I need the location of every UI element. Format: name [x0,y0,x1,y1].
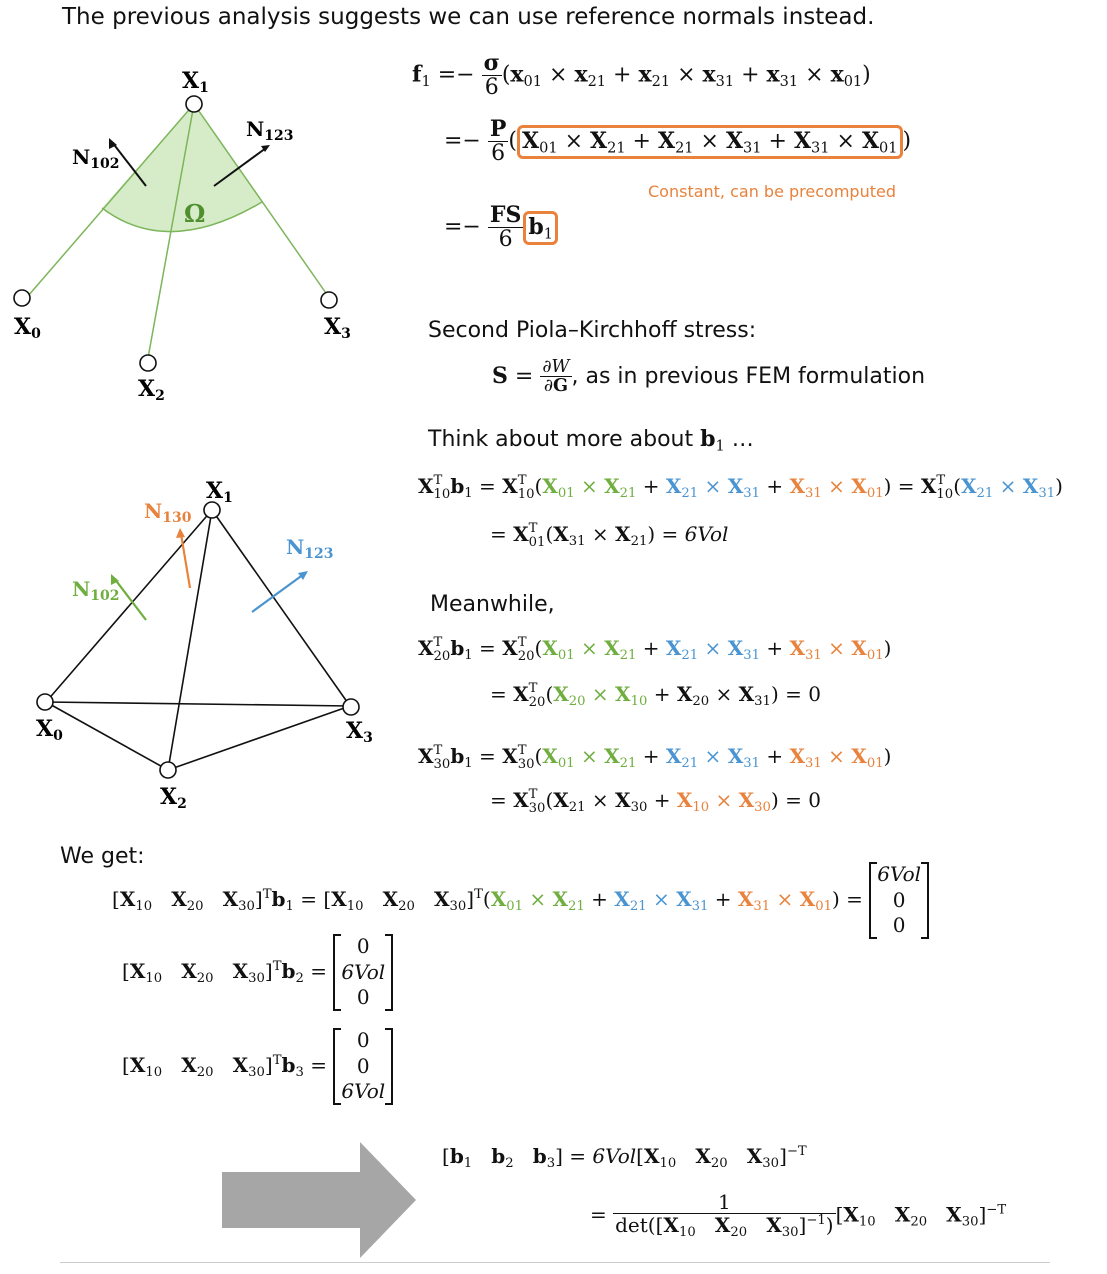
we-get-label: We get: [60,844,145,869]
f1-equation-line1: f1 =− σ 6 (x01 × x21 + x21 × x31 + x31 × x… [412,50,871,101]
x20-b1-result: = X T 20 (X20 × X10 + X20 × X31) = 0 [490,681,821,710]
pk-equation: S = ∂W ∂G, as in previous FEM formulation [492,357,926,397]
f1-equation-line3: =− FS 6 b1 [444,203,559,251]
meanwhile-label: Meanwhile, [430,592,555,617]
svg-text:N123: N123 [246,117,294,144]
precomputed-box: X01 × X21 + X21 × X31 + X31 × X01 [517,124,903,159]
constant-note: Constant, can be precomputed [648,182,896,201]
svg-text:X0: X0 [36,716,63,744]
svg-text:X0: X0 [14,314,41,342]
right-arrow-icon [222,1142,416,1258]
svg-text:N130: N130 [144,499,192,526]
vertex-x0 [13,289,31,307]
final-det-equation: = 1 det([X10 X20 X30]−1) [X10 X20 X30]−T [590,1190,1007,1240]
matrix-b1-equation: [X10 X20 X30]Tb1 = [X10 X20 X30]T(X01 × … [112,862,930,939]
omega-label: Ω [184,199,205,228]
x10-b1-equation: X T 10 b1 = X T 10 (X01 × X21 + X21 × X31 + X3… [418,473,1063,502]
x30-b1-equation: X T 30 b1 = X T 30 (X01 × X21 + X21 × X31 + X3… [418,743,892,772]
x20-b1-equation: X T 20 b1 = X T 20 (X01 × X21 + X21 × X31 + X3… [418,635,892,664]
normal-123-arrow [213,147,267,187]
normal-102-arrow [113,577,147,621]
svg-text:X2: X2 [138,376,165,404]
x10-b1-result: = X T 01 (X31 × X21) = 6Vol [490,521,729,550]
normal-123-arrow [251,573,305,613]
vertex-x2 [139,354,157,372]
svg-text:N102: N102 [72,577,120,604]
vertex-x3 [320,291,338,309]
svg-text:X1: X1 [206,478,233,506]
matrix-b3-equation: [X10 X20 X30]Tb3 = 0 0 6Vol [122,1028,394,1105]
matrix-b2-equation: [X10 X20 X30]Tb2 = 0 6Vol 0 [122,934,394,1011]
normal-130-arrow [179,533,192,589]
pk-heading: Second Piola–Kirchhoff stress: [428,318,757,343]
slide-title: The previous analysis suggests we can us… [62,4,875,30]
solid-angle-figure: X1 X0 X2 X3 N102 N123 Ω [13,68,351,404]
svg-text:N102: N102 [72,145,120,172]
f1-equation-line2: =− P 6(X01 × X21 + X21 × X31 + X31 × X01) [444,116,912,167]
final-b-matrix-equation: [b1 b2 b3] = 6Vol[X10 X20 X30]−T [442,1144,807,1171]
svg-text:X2: X2 [160,784,187,812]
bottom-divider [60,1262,1050,1263]
svg-text:X1: X1 [182,68,209,96]
svg-text:N123: N123 [286,535,334,562]
x30-b1-result: = X T 30 (X21 × X30 + X10 × X30) = 0 [490,787,821,816]
tetrahedron-figure: X1 X0 X2 X3 N130 N123 N102 [36,478,373,812]
vertex-x1 [185,95,203,113]
think-line: Think about more about b1 … [428,426,754,455]
svg-text:X3: X3 [324,314,351,342]
normal-102-arrow [111,141,147,187]
svg-text:X3: X3 [346,718,373,746]
